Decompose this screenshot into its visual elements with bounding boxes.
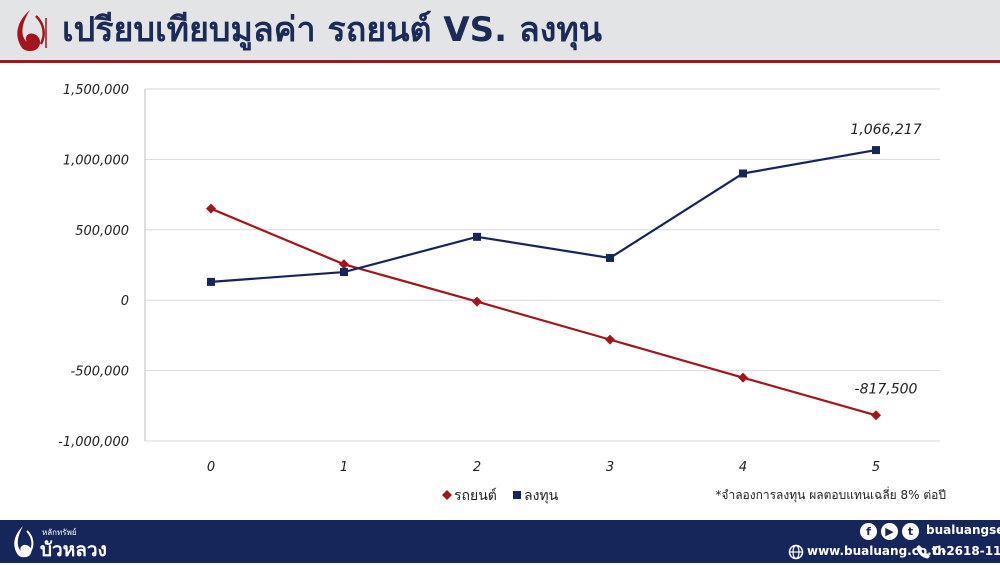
chart-gridlines [145,88,940,442]
brand-small-label: หลักทรัพย์ [42,528,77,537]
series-1-point [871,410,881,421]
series-2-point [340,268,348,277]
twitter-icon[interactable]: t [902,523,919,540]
series-2-point [606,253,614,262]
y-tick-label: 1,000,000 [63,153,129,168]
y-tick-label: 500,000 [75,224,129,239]
series-1-point [605,334,615,345]
phone-icon [916,545,930,559]
series-2-point [872,146,880,155]
y-tick-label: 1,500,000 [63,83,129,98]
legend-label-2: ลงทุน [524,488,559,504]
phone-number[interactable]: 0-2618-1111 [933,544,1000,558]
website-link[interactable]: www.bualuang.co.th [807,544,946,558]
chart-legend: รถยนต์ ลงทุน [442,487,559,504]
footer-bar: หลักทรัพย์ บัวหลวง f ▶ t bualuangsec www… [0,520,1000,563]
series-2-point [739,169,747,178]
x-tick-label: 0 [207,460,215,475]
series-1-point [472,296,482,307]
globe-icon [788,544,804,560]
lotus-logo-icon [17,10,47,51]
series-line-2 [210,148,877,283]
youtube-icon[interactable]: ▶ [881,523,898,540]
legend-label-1: รถยนต์ [454,487,497,504]
brand-name: บัวหลวง [40,539,107,561]
series-1-point [738,372,748,383]
data-label: -817,500 [855,381,918,397]
x-tick-label: 2 [473,460,481,475]
x-tick-label: 3 [606,460,614,475]
series-2-point [473,232,481,241]
x-tick-label: 5 [872,460,880,475]
series-1-point [206,203,216,214]
lotus-logo-white-icon [14,526,34,558]
social-handle[interactable]: bualuangsec [926,523,1000,537]
chart-series [206,146,881,421]
legend-marker-1 [442,490,452,500]
y-tick-label: -500,000 [71,365,129,380]
legend-marker-2 [513,491,521,499]
series-1-point [339,259,349,270]
x-tick-label: 1 [340,460,348,475]
chart-axes: 1,500,000 1,000,000 500,000 0 -500,000 -1,000… [58,83,880,475]
series-2-point [207,277,215,286]
y-tick-label: -1,000,000 [58,435,129,450]
header-bar: เปรียบเทียบมูลค่า รถยนต์ VS. ลงทุน [0,0,1000,63]
chart-footnote: *จำลองการลงทุน ผลตอบแทนเฉลี่ย 8% ต่อปี [715,488,946,502]
x-tick-label: 4 [739,460,747,475]
y-tick-label: 0 [121,294,129,309]
page-title: เปรียบเทียบมูลค่า รถยนต์ VS. ลงทุน [62,10,602,50]
data-label: 1,066,217 [850,122,921,138]
chart-labels: 1,066,217 -817,500 [850,122,921,397]
facebook-icon[interactable]: f [860,523,877,540]
series-line-1 [210,207,877,417]
value-comparison-line-chart: 1,500,000 1,000,000 500,000 0 -500,000 -1,000… [58,83,940,504]
